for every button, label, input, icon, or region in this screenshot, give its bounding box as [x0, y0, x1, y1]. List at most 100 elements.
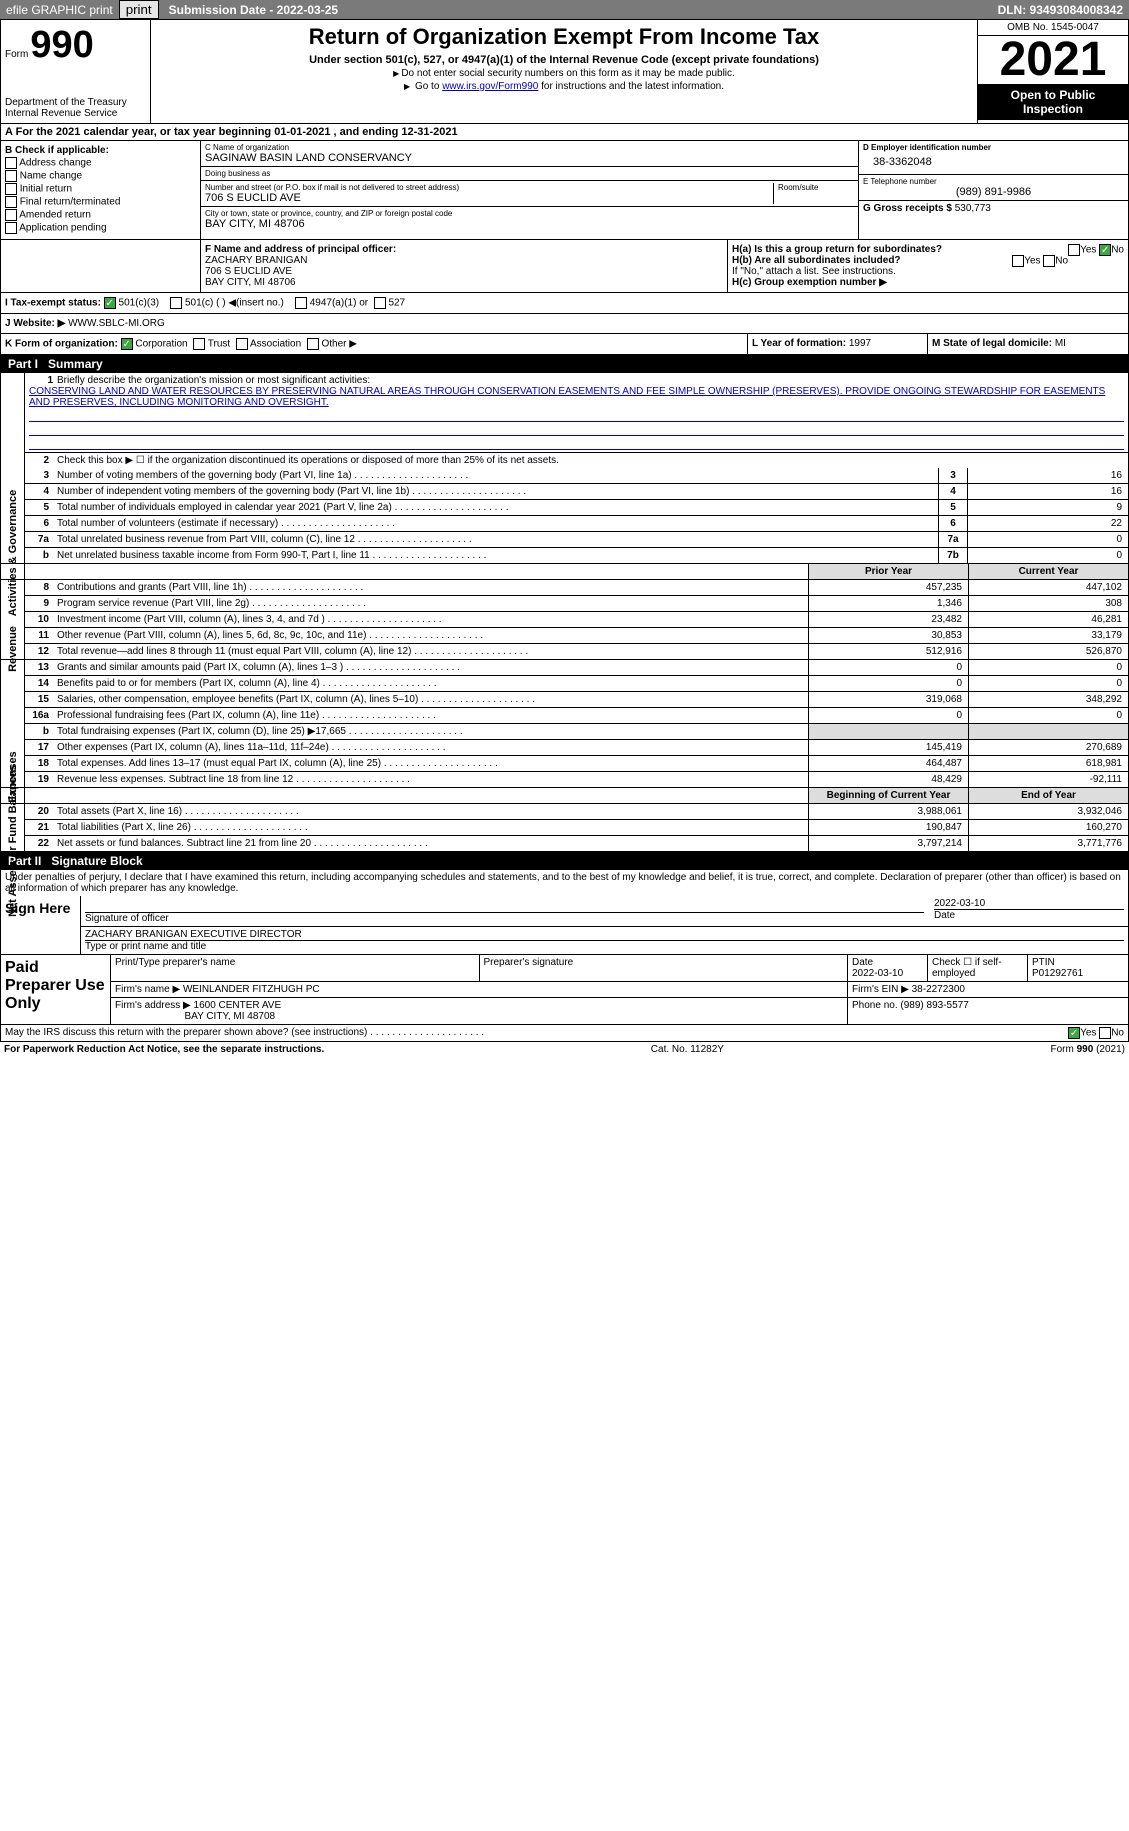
form-title: Return of Organization Exempt From Incom… — [155, 24, 973, 50]
gross-receipts: 530,773 — [955, 203, 991, 214]
form-header: Form 990 Department of the Treasury Inte… — [0, 19, 1129, 124]
cb-address-change[interactable]: Address change — [5, 157, 196, 169]
ein: 38-3362048 — [863, 152, 1124, 172]
section-expenses: Expenses 13Grants and similar amounts pa… — [0, 660, 1129, 788]
prep-date: 2022-03-10 — [852, 968, 903, 979]
org-name-label: C Name of organization — [205, 143, 854, 152]
sig-declaration: Under penalties of perjury, I declare th… — [1, 870, 1128, 896]
print-button[interactable]: print — [119, 0, 159, 19]
dba-label: Doing business as — [205, 169, 854, 178]
open-inspection: Open to Public Inspection — [978, 84, 1128, 120]
top-bar: efile GRAPHIC print print Submission Dat… — [0, 0, 1129, 19]
hb-label: H(b) Are all subordinates included? — [732, 255, 901, 266]
section-revenue: Revenue 8Contributions and grants (Part … — [0, 580, 1129, 660]
firm-ein-label: Firm's EIN ▶ — [852, 984, 909, 995]
sig-name: ZACHARY BRANIGAN EXECUTIVE DIRECTOR — [85, 929, 1124, 940]
line-i: I Tax-exempt status: 501(c)(3) 501(c) ( … — [0, 293, 1129, 314]
department: Department of the Treasury Internal Reve… — [5, 97, 146, 119]
officer-addr2: BAY CITY, MI 48706 — [205, 277, 723, 288]
cb-501c[interactable] — [170, 297, 182, 309]
cb-amended[interactable]: Amended return — [5, 209, 196, 221]
irs-link[interactable]: www.irs.gov/Form990 — [442, 81, 538, 92]
preparer-title: Paid Preparer Use Only — [1, 955, 111, 1024]
sig-officer-label: Signature of officer — [85, 913, 169, 924]
submission-date: Submission Date - 2022-03-25 — [163, 1, 992, 19]
part1-header: Part ISummary — [0, 355, 1129, 373]
col-b-title: B Check if applicable: — [5, 145, 196, 156]
cb-4947[interactable] — [295, 297, 307, 309]
firm-addr1: 1600 CENTER AVE — [194, 1000, 282, 1011]
section-header-pycy: Prior YearCurrent Year — [0, 564, 1129, 580]
form-label: Form — [5, 49, 28, 60]
firm-label: Firm's name ▶ — [115, 984, 180, 995]
cb-assoc[interactable] — [236, 338, 248, 350]
cb-name-change[interactable]: Name change — [5, 170, 196, 182]
firm-ein: 38-2272300 — [912, 984, 965, 995]
hdr-beginning: Beginning of Current Year — [808, 788, 968, 803]
phone: (989) 891-9986 — [863, 186, 1124, 198]
section-netassets: Net Assets or Fund Balances 20Total asse… — [0, 804, 1129, 852]
sig-date: 2022-03-10 — [934, 898, 1124, 909]
line1-label: Briefly describe the organization's miss… — [57, 375, 370, 386]
tax-year: 2021 — [978, 36, 1128, 84]
city-label: City or town, state or province, country… — [205, 209, 854, 218]
row-klm: K Form of organization: Corporation Trus… — [0, 334, 1129, 355]
website: WWW.SBLC-MI.ORG — [68, 318, 165, 329]
state-domicile: MI — [1055, 338, 1066, 349]
prep-sig-label: Preparer's signature — [484, 957, 844, 968]
firm-name: WEINLANDER FITZHUGH PC — [183, 984, 320, 995]
col-d: D Employer identification number 38-3362… — [858, 141, 1128, 239]
line-j: J Website: ▶ WWW.SBLC-MI.ORG — [0, 314, 1129, 334]
cb-501c3[interactable] — [104, 297, 116, 309]
ptin-label: PTIN — [1032, 957, 1055, 968]
cb-app-pending[interactable]: Application pending — [5, 222, 196, 234]
page-footer: For Paperwork Reduction Act Notice, see … — [0, 1042, 1129, 1057]
footer-right: Form 990 (2021) — [1051, 1044, 1125, 1055]
note-goto: Go to www.irs.gov/Form990 for instructio… — [155, 81, 973, 92]
line-a: A For the 2021 calendar year, or tax yea… — [0, 124, 1129, 141]
cb-final-return[interactable]: Final return/terminated — [5, 196, 196, 208]
firm-phone-label: Phone no. — [852, 1000, 898, 1011]
ptin: P01292761 — [1032, 968, 1083, 979]
footer-left: For Paperwork Reduction Act Notice, see … — [4, 1044, 324, 1055]
part2-header: Part IISignature Block — [0, 852, 1129, 870]
room-label: Room/suite — [778, 183, 854, 192]
firm-addr2: BAY CITY, MI 48708 — [184, 1011, 275, 1022]
cb-initial-return[interactable]: Initial return — [5, 183, 196, 195]
section-governance: Activities & Governance 1Briefly describ… — [0, 373, 1129, 564]
hc-label: H(c) Group exemption number ▶ — [732, 277, 887, 288]
dln: DLN: 93493084008342 — [992, 1, 1129, 19]
prep-date-label: Date — [852, 957, 873, 968]
form-number: 990 — [30, 24, 93, 67]
cb-corp[interactable] — [121, 338, 133, 350]
street-address: 706 S EUCLID AVE — [205, 192, 773, 204]
mission-text: CONSERVING LAND AND WATER RESOURCES BY P… — [29, 386, 1124, 408]
year-formation: 1997 — [849, 338, 871, 349]
row-fgh: F Name and address of principal officer:… — [0, 240, 1129, 293]
note-ssn: Do not enter social security numbers on … — [155, 68, 973, 79]
col-c: C Name of organization SAGINAW BASIN LAN… — [201, 141, 858, 239]
phone-label: E Telephone number — [863, 177, 1124, 186]
officer-addr1: 706 S EUCLID AVE — [205, 266, 723, 277]
hdr-prior-year: Prior Year — [808, 564, 968, 579]
cb-may-no[interactable] — [1099, 1027, 1111, 1039]
cb-527[interactable] — [374, 297, 386, 309]
cb-other[interactable] — [307, 338, 319, 350]
may-irs-text: May the IRS discuss this return with the… — [5, 1027, 1068, 1039]
sig-name-label: Type or print name and title — [85, 941, 206, 952]
cb-trust[interactable] — [193, 338, 205, 350]
footer-mid: Cat. No. 11282Y — [651, 1044, 724, 1055]
section-na-header: Beginning of Current YearEnd of Year — [0, 788, 1129, 804]
signature-block: Under penalties of perjury, I declare th… — [0, 870, 1129, 955]
col-b: B Check if applicable: Address change Na… — [1, 141, 201, 239]
hdr-current-year: Current Year — [968, 564, 1128, 579]
form-subtitle: Under section 501(c), 527, or 4947(a)(1)… — [155, 54, 973, 66]
cb-may-yes[interactable] — [1068, 1027, 1080, 1039]
entity-block: B Check if applicable: Address change Na… — [0, 141, 1129, 240]
hdr-end: End of Year — [968, 788, 1128, 803]
line2: Check this box ▶ ☐ if the organization d… — [53, 453, 1128, 468]
firm-phone: (989) 893-5577 — [900, 1000, 968, 1011]
prep-name-label: Print/Type preparer's name — [115, 957, 475, 968]
city-state-zip: BAY CITY, MI 48706 — [205, 218, 854, 230]
sig-date-label: Date — [934, 910, 955, 921]
